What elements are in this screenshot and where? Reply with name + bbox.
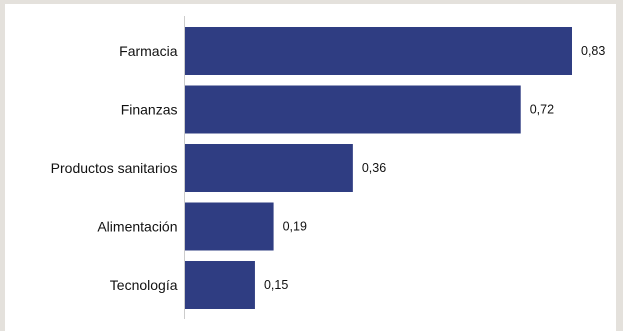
bar [185, 27, 572, 75]
value-label: 0,36 [362, 161, 386, 175]
value-label: 0,83 [581, 44, 605, 58]
category-label: Finanzas [121, 102, 178, 118]
bar [185, 261, 255, 309]
value-label: 0,15 [264, 278, 288, 292]
category-label: Tecnología [110, 277, 178, 293]
chart-panel: Farmacia 0,83 Finanzas 0,72 Productos sanita… [5, 4, 616, 331]
bar [185, 85, 521, 134]
bars-group: Farmacia 0,83 Finanzas 0,72 Productos sanita… [51, 27, 605, 309]
bar-chart: Farmacia 0,83 Finanzas 0,72 Productos sanita… [51, 16, 605, 319]
category-label: Farmacia [119, 43, 178, 59]
category-label: Alimentación [97, 219, 177, 235]
bar [185, 202, 274, 251]
category-label: Productos sanitarios [51, 160, 178, 176]
value-label: 0,72 [530, 103, 554, 117]
value-label: 0,19 [283, 220, 307, 234]
bar [185, 144, 353, 192]
